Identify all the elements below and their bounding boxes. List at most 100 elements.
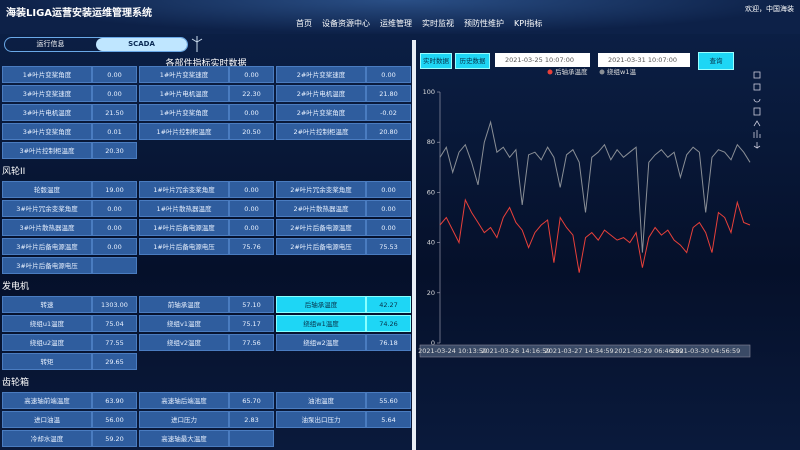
x-tick-label: 2021-03-26 14:16:59 (481, 347, 550, 355)
cell-label: 3#叶片后备电源温度 (2, 238, 92, 255)
start-date[interactable]: 2021-03-25 10:07:00 (495, 53, 590, 67)
cell-value: 29.65 (92, 353, 137, 370)
cell-value: 0.01 (92, 123, 137, 140)
cell-label: 2#叶片后备电源电压 (276, 238, 366, 255)
cell-label: 3#叶片后备电源电压 (2, 257, 92, 274)
cell-label: 绕组w2温度 (276, 334, 366, 351)
cell-value: 5.64 (366, 411, 411, 428)
cell-value: 75.76 (229, 238, 274, 255)
cell-value: 0.00 (229, 200, 274, 217)
cell-value: 0.00 (229, 181, 274, 198)
cell-label: 3#叶片冗余变桨角度 (2, 200, 92, 217)
cell-value: 77.56 (229, 334, 274, 351)
panel-title: 各部件指标实时数据 (165, 59, 247, 69)
cell-label: 2#叶片后备电源温度 (276, 219, 366, 236)
query-button[interactable]: 查询 (698, 52, 734, 70)
cell-value: 0.00 (366, 219, 411, 236)
cell-label: 轮毂温度 (2, 181, 92, 198)
cell-value: 59.20 (92, 430, 137, 447)
cell-value (92, 257, 137, 274)
series-line (439, 120, 751, 253)
cell-value: 63.90 (92, 392, 137, 409)
nav-item[interactable]: 运维管理 (380, 19, 412, 28)
cell-label: 高速轴后端温度 (139, 392, 229, 409)
cell-value: 1303.00 (92, 296, 137, 313)
cell-value: 76.18 (366, 334, 411, 351)
cell-label: 绕组u2温度 (2, 334, 92, 351)
cell-label: 2#叶片变桨速度 (276, 66, 366, 83)
cell-label: 前轴承温度 (139, 296, 229, 313)
cell-value: 0.00 (229, 104, 274, 121)
cell-label: 绕组u1温度 (2, 315, 92, 332)
cell-label: 油泵出口压力 (276, 411, 366, 428)
realtime-button[interactable]: 实时数据 (420, 53, 452, 69)
cell-value: 20.30 (92, 142, 137, 159)
nav-item[interactable]: 设备资源中心 (322, 19, 370, 28)
nav-item[interactable]: 实时监视 (422, 19, 454, 28)
app-title: 海装LIGA运营安装运维管理系统 (6, 8, 153, 19)
cell-label: 3#叶片变桨角度 (2, 123, 92, 140)
y-tick-label: 80 (427, 138, 435, 146)
x-tick-label: 2021-03-27 14:34:59 (545, 347, 614, 355)
cell-label: 高速轴最大温度 (139, 430, 229, 447)
cell-value: 77.55 (92, 334, 137, 351)
cell-label: 3#叶片电机温度 (2, 104, 92, 121)
cell-value: 42.27 (366, 296, 411, 313)
cell-value: 0.00 (366, 200, 411, 217)
legend-marker (547, 69, 553, 75)
cell-label: 冷却水温度 (2, 430, 92, 447)
cell-value: 19.00 (92, 181, 137, 198)
cell-value: 0.00 (229, 66, 274, 83)
cell-value: 20.50 (229, 123, 274, 140)
legend-label: 后轴承温度 (555, 67, 588, 76)
cell-value: 0.00 (366, 66, 411, 83)
history-button[interactable]: 历史数据 (455, 53, 490, 69)
cell-label: 进口压力 (139, 411, 229, 428)
cell-value (229, 430, 274, 447)
nav-item[interactable]: 首页 (296, 19, 312, 28)
y-tick-label: 40 (427, 239, 435, 247)
cell-label: 1#叶片后备电源电压 (139, 238, 229, 255)
cell-value: 2.83 (229, 411, 274, 428)
cell-value: 20.80 (366, 123, 411, 140)
cell-value: 0.00 (92, 238, 137, 255)
cell-label: 1#叶片散热器温度 (139, 200, 229, 217)
cell-value: 0.00 (92, 200, 137, 217)
y-tick-label: 0 (431, 339, 435, 347)
nav-item[interactable]: KPI指标 (514, 19, 543, 28)
cell-label: 1#叶片变桨速度 (139, 66, 229, 83)
x-tick-label: 2021-03-24 10:13:59 (418, 347, 487, 355)
y-tick-label: 20 (427, 289, 435, 297)
cell-label: 3#叶片变桨速度 (2, 85, 92, 102)
legend-label: 绕组w1温 (607, 67, 636, 76)
cell-value: 75.53 (366, 238, 411, 255)
cell-value: 0.00 (366, 181, 411, 198)
cell-label: 后轴承温度 (276, 296, 366, 313)
end-date[interactable]: 2021-03-31 10:07:00 (598, 53, 690, 67)
cell-value: 22.30 (229, 85, 274, 102)
cell-label: 1#叶片冗余变桨角度 (139, 181, 229, 198)
welcome: 欢迎，中国海装 (745, 5, 794, 13)
cell-value: -0.02 (366, 104, 411, 121)
cell-value: 75.04 (92, 315, 137, 332)
cell-label: 2#叶片冗余变桨角度 (276, 181, 366, 198)
cell-label: 2#叶片控制柜温度 (276, 123, 366, 140)
cell-value: 21.50 (92, 104, 137, 121)
cell-value: 0.00 (92, 66, 137, 83)
x-tick-label: 2021-03-29 06:46:59 (614, 347, 683, 355)
cell-label: 1#叶片后备电源温度 (139, 219, 229, 236)
series-line (439, 198, 751, 273)
cell-label: 3#叶片控制柜温度 (2, 142, 92, 159)
cell-label: 转矩 (2, 353, 92, 370)
y-tick-label: 60 (427, 188, 435, 196)
tab[interactable]: 运行信息 (36, 40, 65, 48)
cell-label: 高速轴前端温度 (2, 392, 92, 409)
section-title: 齿轮箱 (2, 378, 30, 388)
tab[interactable]: SCADA (96, 38, 187, 51)
nav-item[interactable]: 预防性维护 (464, 19, 504, 28)
cell-label: 2#叶片电机温度 (276, 85, 366, 102)
cell-label: 油池温度 (276, 392, 366, 409)
cell-value: 21.80 (366, 85, 411, 102)
